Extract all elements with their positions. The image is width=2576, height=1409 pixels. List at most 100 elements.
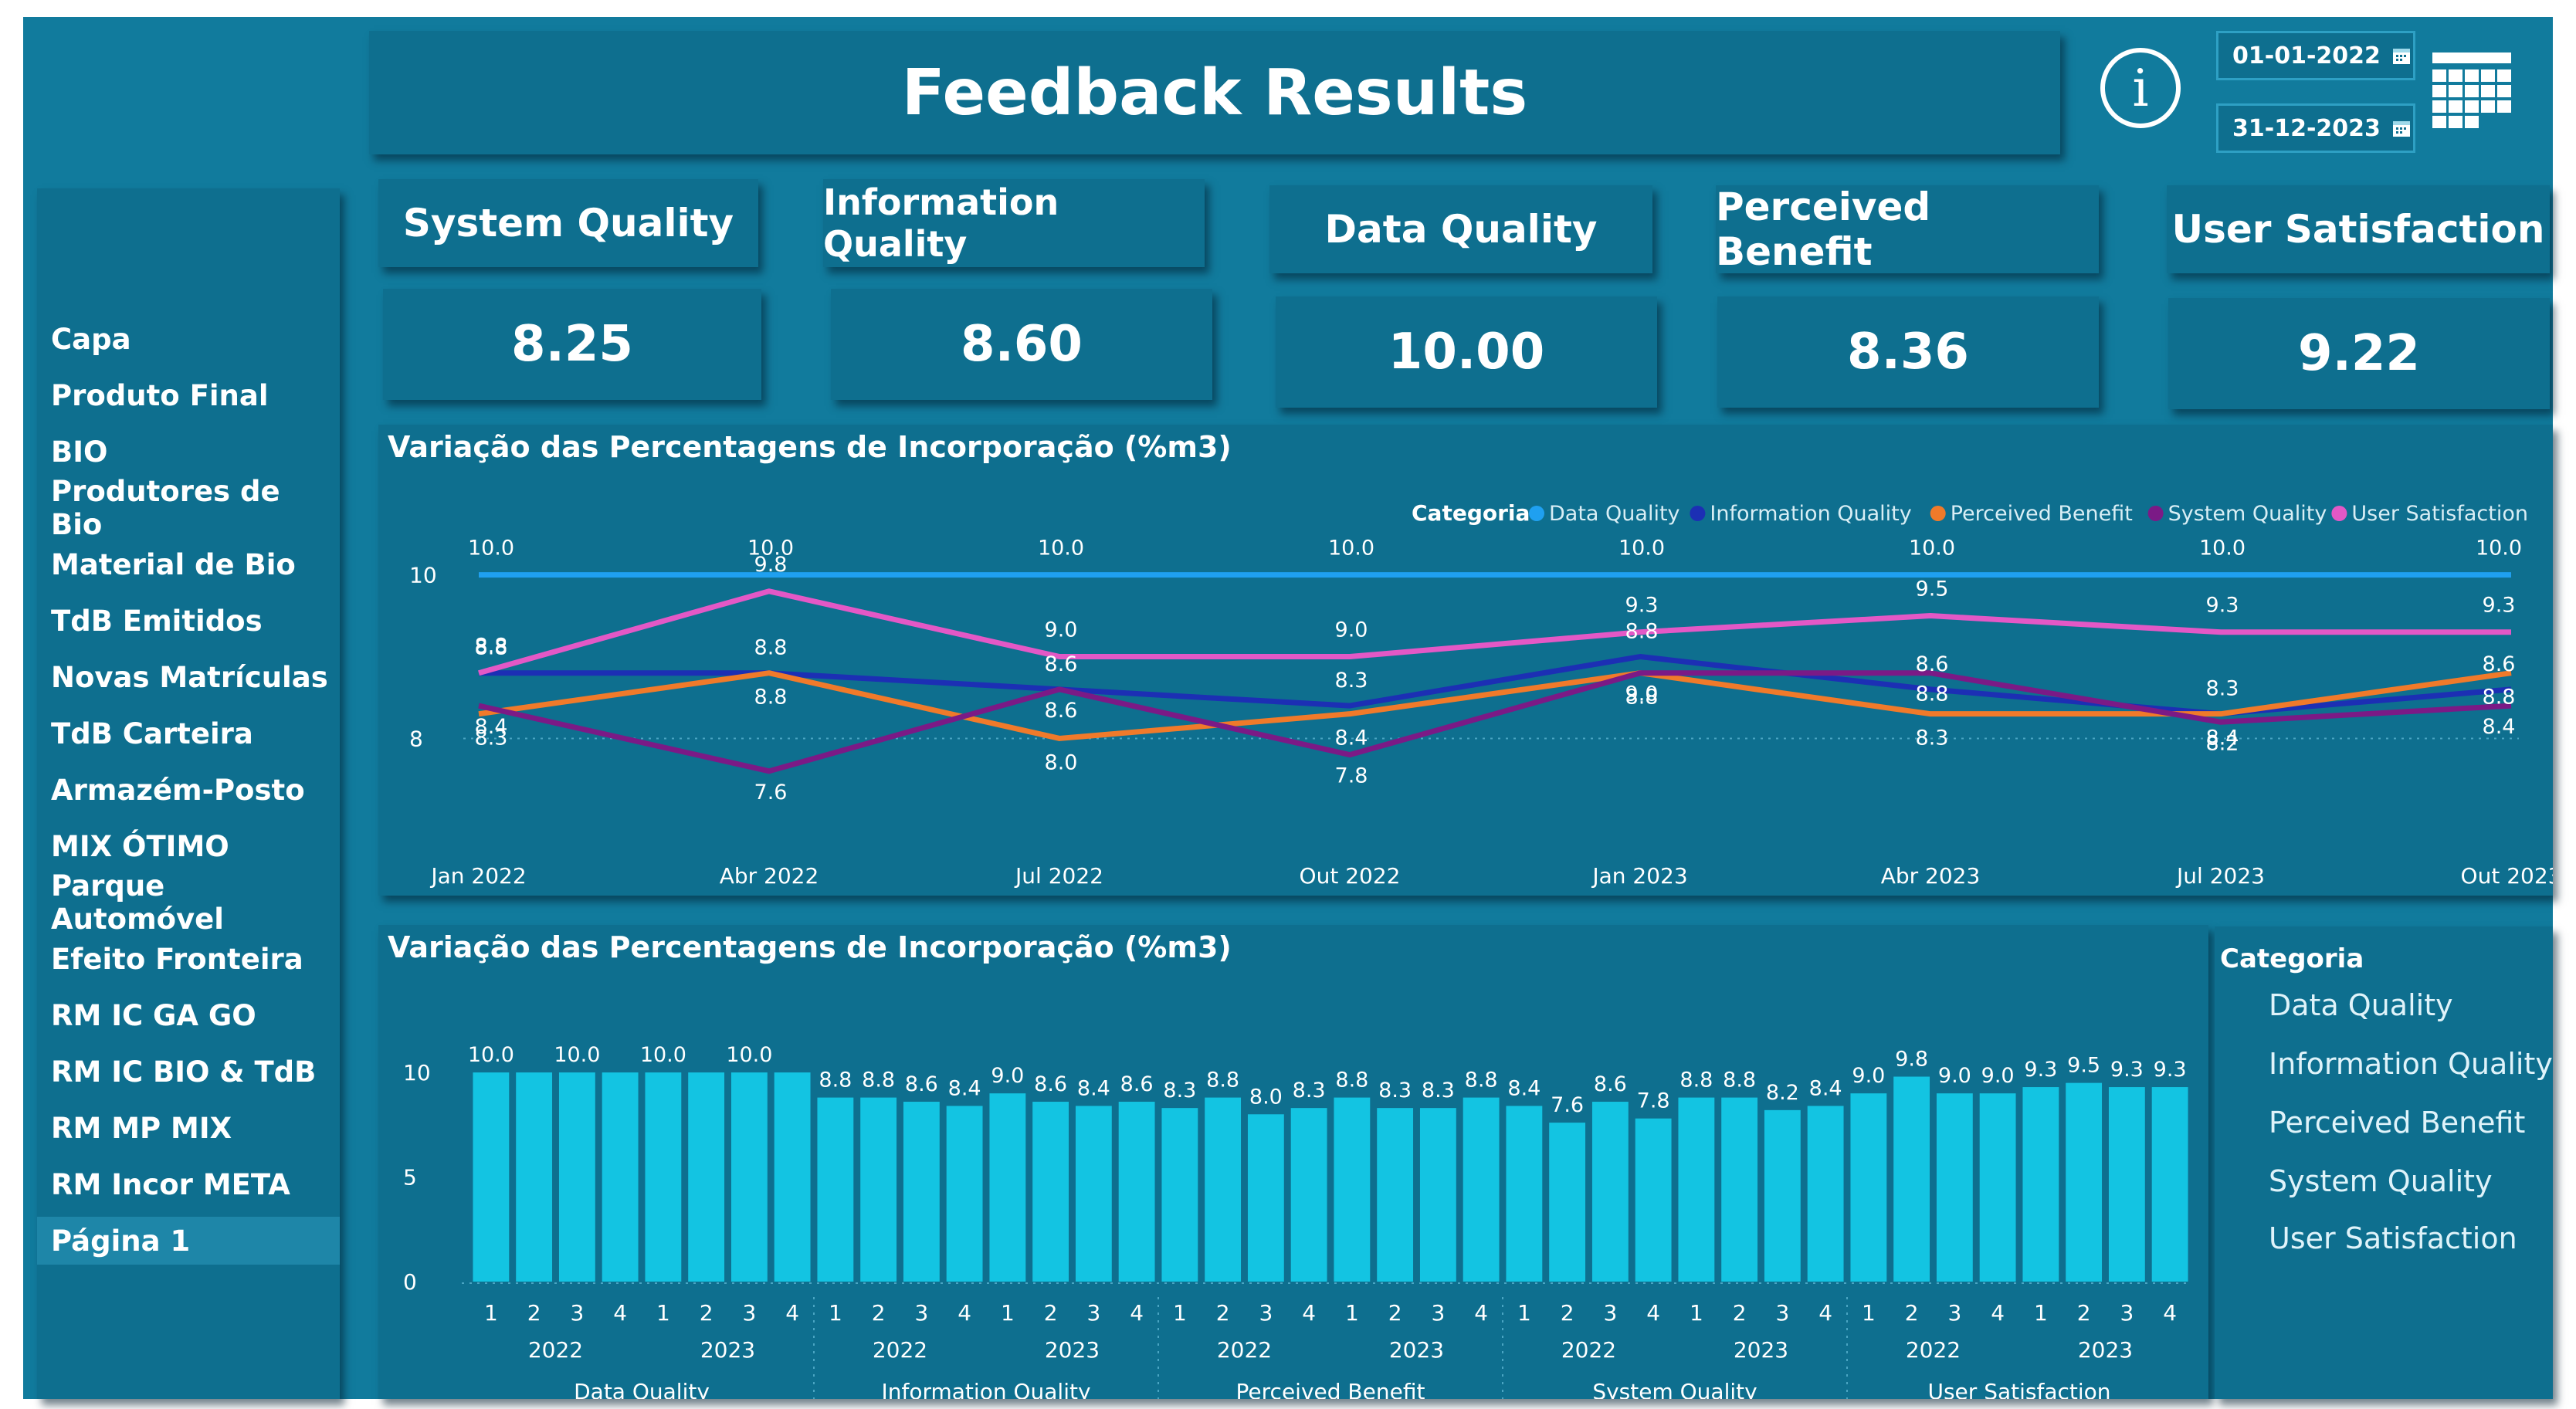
- bar-system-quality: [1591, 1102, 1629, 1282]
- sidebar-item-rm-ic-bio-tdb[interactable]: RM IC BIO & TdB: [51, 1055, 317, 1089]
- bar-data-label: 8.6: [1034, 1072, 1067, 1096]
- quarter-label: 1: [1862, 1300, 1876, 1326]
- sidebar-item-parque-automovel[interactable]: Parque Automóvel: [51, 869, 224, 936]
- sidebar-item-rm-incor-meta[interactable]: RM Incor META: [51, 1167, 290, 1201]
- sidebar-item-rm-ic-ga-go[interactable]: RM IC GA GO: [51, 998, 256, 1032]
- quarter-label: 4: [1130, 1300, 1144, 1326]
- sidebar-item-mix-otimo[interactable]: MIX ÓTIMO: [51, 829, 229, 863]
- quarter-label: 2: [2077, 1300, 2091, 1326]
- quarter-label: 3: [570, 1300, 584, 1326]
- bar-data-label: 8.8: [1723, 1069, 1756, 1092]
- quarter-label: 4: [1991, 1300, 2005, 1326]
- data-label: 7.8: [1335, 764, 1368, 788]
- quarter-label: 2: [1561, 1300, 1574, 1326]
- bar-data-label: 9.0: [991, 1064, 1024, 1088]
- line-chart-title: Variação das Percentagens de Incorporaçã…: [388, 430, 1232, 464]
- quarter-label: 4: [1646, 1300, 1660, 1326]
- sidebar-item-tdb-emitidos[interactable]: TdB Emitidos: [51, 604, 263, 638]
- bar-system-quality: [1807, 1106, 1844, 1282]
- data-label: 10.0: [2476, 537, 2522, 561]
- line-chart-panel: [378, 425, 2553, 896]
- year-label: 2023: [2078, 1337, 2133, 1363]
- bar-perceived-benefit: [1419, 1108, 1456, 1282]
- group-label-user-satisfaction: User Satisfaction: [1927, 1379, 2110, 1399]
- sidebar-item-capa[interactable]: Capa: [51, 322, 131, 356]
- series-line-user-satisfaction: [478, 588, 2511, 676]
- data-label: 10.0: [2199, 537, 2246, 561]
- x-tick-label: Jan 2022: [429, 863, 526, 889]
- date-end-input[interactable]: 31-12-2023: [2216, 103, 2415, 153]
- bar-data-label: 9.3: [2024, 1058, 2057, 1082]
- sidebar-item-material-de-bio[interactable]: Material de Bio: [51, 547, 296, 581]
- bar-data-label: 8.2: [1766, 1081, 1799, 1105]
- info-icon[interactable]: i: [2100, 48, 2181, 128]
- quarter-label: 4: [1818, 1300, 1832, 1326]
- data-label: 9.3: [2206, 594, 2239, 618]
- data-label: 8.3: [1916, 727, 1949, 750]
- legend-item-data-quality[interactable]: Data Quality: [2269, 988, 2453, 1022]
- bar-data-label: 9.3: [2110, 1058, 2144, 1082]
- sidebar-item-novas-matriculas[interactable]: Novas Matrículas: [51, 660, 328, 694]
- x-tick-label: Out 2022: [1300, 863, 1401, 889]
- bar-information-quality: [860, 1097, 897, 1282]
- x-tick-label: Abr 2023: [1881, 863, 1981, 889]
- legend-item-perceived-benefit[interactable]: Perceived Benefit: [2269, 1106, 2526, 1140]
- quarter-label: 3: [1775, 1300, 1789, 1326]
- calendar-icon[interactable]: [2429, 49, 2514, 134]
- bar-data-quality: [774, 1072, 811, 1282]
- bar-perceived-benefit: [1463, 1097, 1500, 1282]
- bar-data-label: 8.4: [1809, 1076, 1842, 1100]
- line-legend-title: Categoria: [1412, 500, 1530, 526]
- bar-data-quality: [730, 1072, 768, 1282]
- bar-data-label: 8.8: [1206, 1069, 1239, 1092]
- sidebar-item-rm-mp-mix[interactable]: RM MP MIX: [51, 1111, 232, 1145]
- sidebar-item-armazem-posto[interactable]: Armazém-Posto: [51, 773, 305, 807]
- legend-item-information-quality[interactable]: Information Quality: [2269, 1047, 2553, 1081]
- sidebar-nav: Capa Produto Final BIO Produtores de Bio…: [37, 188, 340, 1399]
- legend-dot-perceived-benefit: [1930, 506, 1946, 521]
- quarter-label: 3: [742, 1300, 756, 1326]
- quarter-label: 2: [1733, 1300, 1747, 1326]
- x-tick-label: Jul 2023: [2175, 863, 2265, 889]
- sidebar-item-efeito-fronteira[interactable]: Efeito Fronteira: [51, 942, 303, 976]
- sidebar-item-tdb-carteira[interactable]: TdB Carteira: [51, 716, 253, 750]
- bar-system-quality: [1635, 1118, 1672, 1282]
- bar-data-label: 8.6: [1594, 1072, 1627, 1096]
- bar-data-label: 10.0: [640, 1043, 686, 1067]
- legend-dot-information-quality: [1690, 506, 1706, 521]
- bar-information-quality: [817, 1097, 854, 1282]
- data-label: 8.8: [754, 636, 788, 660]
- kpi-card-value: [1276, 296, 1657, 408]
- data-label: 8.6: [1045, 699, 1078, 723]
- bar-chart: 10 5 0 10.0 1 2 10.0 3 4 10.0 1 2 10.0 3 4 2022 2023 Data…: [403, 1043, 2191, 1399]
- legend-item-system-quality[interactable]: System Quality: [2269, 1164, 2493, 1198]
- bar-user-satisfaction: [1850, 1093, 1887, 1282]
- quarter-label: 1: [1001, 1300, 1015, 1326]
- x-tick-label: Jul 2022: [1014, 863, 1103, 889]
- legend-item-user-satisfaction[interactable]: User Satisfaction: [2269, 1221, 2517, 1255]
- quarter-label: 3: [1259, 1300, 1273, 1326]
- quarter-label: 2: [1905, 1300, 1919, 1326]
- sidebar-item-bio[interactable]: BIO: [51, 435, 108, 469]
- bar-data-quality: [558, 1072, 595, 1282]
- bar-data-label: 8.8: [862, 1069, 895, 1092]
- date-start-input[interactable]: 01-01-2022: [2216, 31, 2415, 80]
- data-label: 8.8: [1916, 682, 1949, 706]
- quarter-label: 2: [700, 1300, 713, 1326]
- sidebar-item-produtores-de-bio[interactable]: Produtores de Bio: [51, 475, 280, 541]
- bar-information-quality: [1075, 1106, 1112, 1282]
- sidebar-item-produto-final[interactable]: Produto Final: [51, 378, 269, 412]
- legend-label-data-quality: Data Quality: [1549, 502, 1680, 526]
- data-label: 8.0: [1045, 750, 1078, 774]
- quarter-label: 1: [656, 1300, 670, 1326]
- quarter-label: 4: [2163, 1300, 2177, 1326]
- bar-data-label: 8.8: [1465, 1069, 1498, 1092]
- sidebar-item-pagina-1[interactable]: Página 1: [37, 1217, 340, 1265]
- bar-information-quality: [1032, 1102, 1069, 1282]
- bar-perceived-benefit: [1161, 1108, 1198, 1282]
- quarter-label: 4: [1302, 1300, 1316, 1326]
- bar-chart-title: Variação das Percentagens de Incorporaçã…: [388, 930, 1232, 964]
- legend-dot-system-quality: [2147, 506, 2164, 521]
- data-label: 8.6: [1045, 652, 1078, 676]
- legend-label-user-satisfaction: User Satisfaction: [2351, 502, 2528, 526]
